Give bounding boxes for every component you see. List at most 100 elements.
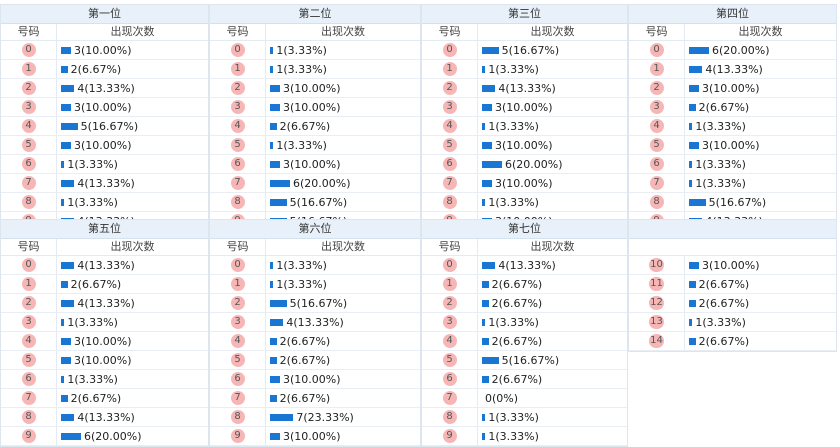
frequency-bar (270, 432, 280, 440)
count-value: 5(16.67%) (289, 296, 348, 310)
number-cell: 2 (210, 79, 266, 97)
table-row: 7 0(0%) (422, 389, 627, 408)
count-cell: 1(3.33%) (685, 177, 836, 190)
number-cell: 1 (210, 60, 266, 78)
count-cell: 3(10.00%) (685, 82, 836, 95)
number-column-header: 号码 (422, 239, 478, 255)
number-cell: 4 (422, 117, 478, 135)
number-cell: 8 (210, 408, 266, 426)
table-row: 4 1(3.33%) (629, 117, 836, 136)
number-cell: 0 (1, 41, 57, 59)
count-value: 3(10.00%) (702, 258, 760, 272)
number-cell: 7 (422, 174, 478, 192)
count-cell: 2(6.67%) (478, 373, 627, 386)
table-row: 8 7(23.33%) (210, 408, 420, 427)
table-row: 9 6(20.00%) (1, 427, 208, 446)
table-row: 7 2(6.67%) (210, 389, 420, 408)
table-row: 1 2(6.67%) (1, 275, 208, 294)
number-cell: 4 (1, 117, 57, 135)
table-row: 8 5(16.67%) (629, 193, 836, 212)
number-cell: 6 (210, 155, 266, 173)
frequency-bar (270, 413, 294, 421)
number-ball: 4 (442, 119, 457, 133)
number-cell: 1 (422, 60, 478, 78)
number-ball: 2 (21, 296, 36, 310)
table-row: 6 1(3.33%) (1, 370, 208, 389)
frequency-bar (482, 318, 486, 326)
number-ball: 0 (442, 43, 457, 57)
frequency-bar (689, 65, 703, 73)
frequency-bar (689, 318, 693, 326)
number-column-header: 号码 (1, 24, 57, 40)
table-row: 3 2(6.67%) (629, 98, 836, 117)
frequency-bar (61, 198, 65, 206)
number-cell: 2 (210, 294, 266, 312)
column-header: 号码 出现次数 (1, 239, 208, 256)
number-ball: 8 (442, 410, 457, 424)
number-column-header: 号码 (422, 24, 478, 40)
count-cell: 3(10.00%) (266, 373, 420, 386)
frequency-bar (689, 280, 696, 288)
count-value: 3(10.00%) (702, 138, 760, 152)
count-cell: 6(20.00%) (685, 44, 836, 57)
table-row: 1 1(3.33%) (422, 60, 627, 79)
table-row: 11 2(6.67%) (629, 275, 836, 294)
frequency-bar (61, 65, 68, 73)
number-ball: 1 (442, 277, 457, 291)
frequency-bar (270, 375, 280, 383)
count-value: 1(3.33%) (276, 62, 327, 76)
count-cell: 2(6.67%) (685, 101, 836, 114)
table-row: 9 1(3.33%) (422, 427, 627, 446)
count-cell: 2(6.67%) (266, 354, 420, 367)
table-row: 8 5(16.67%) (210, 193, 420, 212)
number-ball: 1 (21, 62, 36, 76)
frequency-bar (689, 299, 696, 307)
number-cell: 6 (1, 370, 57, 388)
number-cell: 7 (1, 174, 57, 192)
frequency-bar (270, 318, 284, 326)
frequency-bar (689, 198, 706, 206)
frequency-bar (482, 299, 489, 307)
count-value: 3(10.00%) (283, 372, 341, 386)
number-cell: 0 (210, 256, 266, 274)
table-row: 14 2(6.67%) (629, 332, 836, 351)
number-ball: 9 (21, 429, 36, 443)
frequency-bar (482, 103, 492, 111)
number-cell: 8 (629, 193, 685, 211)
number-ball: 3 (442, 100, 457, 114)
count-value: 4(13.33%) (77, 410, 135, 424)
table-row: 5 1(3.33%) (210, 136, 420, 155)
table-row: 1 1(3.33%) (210, 275, 420, 294)
frequency-bar (61, 394, 68, 402)
count-cell: 5(16.67%) (57, 120, 208, 133)
table-row: 6 3(10.00%) (210, 155, 420, 174)
number-cell: 12 (629, 294, 685, 312)
count-cell: 2(6.67%) (478, 335, 627, 348)
number-ball: 0 (649, 43, 664, 57)
table-row: 7 3(10.00%) (422, 174, 627, 193)
count-value: 1(3.33%) (276, 258, 327, 272)
frequency-bar (61, 122, 78, 130)
number-ball: 3 (649, 100, 664, 114)
number-ball: 4 (21, 119, 36, 133)
table-row: 3 4(13.33%) (210, 313, 420, 332)
count-value: 1(3.33%) (488, 429, 539, 443)
frequency-bar (61, 84, 75, 92)
count-cell: 3(10.00%) (685, 139, 836, 152)
frequency-bar (270, 103, 280, 111)
table-row: 5 5(16.67%) (422, 351, 627, 370)
frequency-bar (61, 356, 71, 364)
count-cell: 4(13.33%) (685, 63, 836, 76)
number-cell: 4 (422, 332, 478, 350)
count-value: 2(6.67%) (698, 334, 750, 348)
table-row: 2 3(10.00%) (210, 79, 420, 98)
table-row: 5 3(10.00%) (629, 136, 836, 155)
count-cell: 0(0%) (478, 392, 627, 405)
table-row: 7 1(3.33%) (629, 174, 836, 193)
count-cell: 1(3.33%) (478, 63, 627, 76)
number-cell: 4 (210, 332, 266, 350)
position-panel-5: 第五位 号码 出现次数 0 4(13.33%) 1 2(6.67%) 2 4(13.33%) 3 1… (0, 219, 209, 447)
count-cell: 6(20.00%) (266, 177, 420, 190)
frequency-bar (61, 261, 75, 269)
number-ball: 1 (230, 62, 245, 76)
